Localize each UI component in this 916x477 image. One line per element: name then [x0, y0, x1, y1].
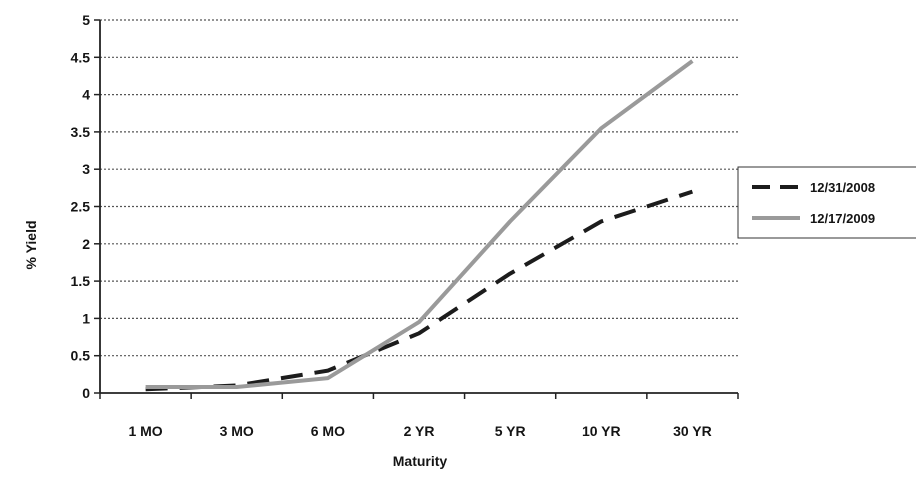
x-tick-label: 10 YR — [582, 423, 621, 439]
y-axis-ticks: 0 0.5 1 1.5 2 2.5 3 3.5 4 4.5 5 — [71, 12, 100, 401]
x-axis-title: Maturity — [393, 453, 448, 469]
y-tick-label: 1.5 — [71, 273, 91, 289]
x-tick-label: 2 YR — [404, 423, 435, 439]
x-tick-label: 6 MO — [311, 423, 345, 439]
y-tick-label: 2 — [82, 236, 90, 252]
x-tick-label: 3 MO — [220, 423, 254, 439]
axes — [99, 20, 738, 394]
legend: 12/31/2008 12/17/2009 — [737, 166, 916, 239]
y-tick-label: 2.5 — [71, 199, 91, 215]
x-tick-label: 5 YR — [495, 423, 526, 439]
y-tick-label: 4 — [82, 87, 90, 103]
x-tick-label: 30 YR — [673, 423, 712, 439]
y-tick-label: 3 — [82, 161, 90, 177]
x-tick-label: 1 MO — [128, 423, 162, 439]
y-tick-label: 0.5 — [71, 348, 91, 364]
legend-label-series-2: 12/17/2009 — [810, 211, 875, 226]
y-tick-label: 0 — [82, 385, 90, 401]
y-tick-label: 4.5 — [71, 49, 91, 65]
series-lines — [145, 59, 694, 392]
y-tick-label: 5 — [82, 12, 90, 28]
series-line-1 — [145, 189, 694, 392]
x-axis-ticks: 1 MO 3 MO 6 MO 2 YR 5 YR 10 YR 30 YR — [99, 393, 739, 439]
legend-box — [737, 166, 916, 239]
series-line-2 — [145, 59, 694, 389]
y-tick-label: 1 — [82, 310, 90, 326]
y-tick-label: 3.5 — [71, 124, 91, 140]
legend-label-series-1: 12/31/2008 — [810, 180, 875, 195]
y-axis-title: % Yield — [23, 220, 39, 269]
grid-lines — [100, 19, 738, 357]
